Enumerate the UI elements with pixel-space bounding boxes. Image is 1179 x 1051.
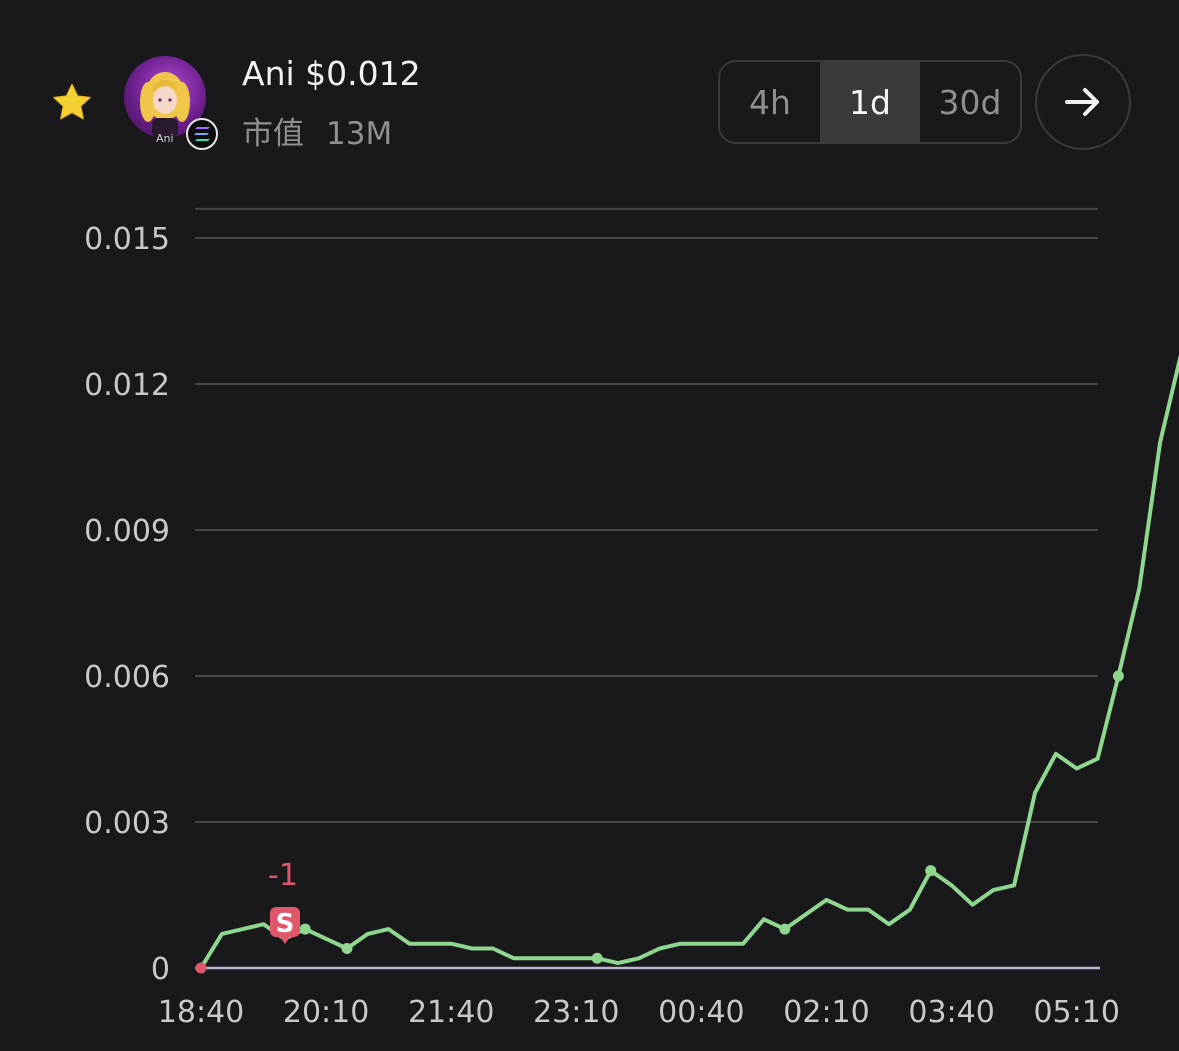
x-tick-label: 20:10 (283, 995, 369, 1030)
x-tick-label: 02:10 (783, 995, 869, 1030)
avatar-character-image (140, 72, 190, 138)
sell-marker-badge[interactable] (270, 907, 300, 937)
x-tick-label: 00:40 (658, 995, 744, 1030)
price-series-line (199, 354, 1179, 970)
token-name: Ani (242, 54, 295, 93)
market-cap-value: 13M (326, 116, 393, 152)
token-price: $0.012 (305, 54, 421, 93)
market-cap-label: 市值 (242, 116, 304, 152)
avatar-label: Ani (156, 132, 174, 145)
data-point (925, 865, 937, 877)
data-point (1112, 670, 1124, 682)
x-tick-label: 05:10 (1033, 995, 1119, 1030)
favorite-star-icon[interactable] (48, 80, 96, 126)
token-avatar (124, 56, 206, 138)
token-title: Ani $0.012 (242, 54, 421, 93)
tab-4h[interactable]: 4h (749, 82, 791, 122)
x-tick-label: 23:10 (533, 995, 619, 1030)
data-point (779, 923, 791, 935)
tab-30d[interactable]: 30d (938, 82, 1002, 122)
y-tick-label: 0.009 (84, 514, 170, 549)
market-cap: 市值 13M (242, 108, 392, 153)
time-range-selector: 4h 1d 30d (718, 60, 1022, 144)
y-tick-label: 0.012 (84, 368, 170, 403)
arrow-right-icon (1065, 88, 1099, 116)
data-point (591, 952, 603, 964)
y-tick-label: 0.006 (84, 660, 170, 695)
x-tick-label: 03:40 (908, 995, 994, 1030)
solana-icon (186, 118, 218, 150)
y-tick-label: 0.003 (84, 806, 170, 841)
data-point (299, 923, 311, 935)
next-button[interactable] (1035, 54, 1131, 150)
y-tick-label: 0 (151, 952, 170, 987)
y-tick-label: 0.015 (84, 222, 170, 257)
tab-1d[interactable]: 1d (820, 62, 920, 142)
sell-marker-letter: S (276, 909, 295, 939)
x-tick-label: 18:40 (158, 995, 244, 1030)
start-point (195, 962, 207, 974)
x-tick-label: 21:40 (408, 995, 494, 1030)
data-point (341, 943, 353, 955)
sell-marker-pointer (279, 935, 291, 944)
sell-marker-label: -1 (268, 858, 298, 893)
